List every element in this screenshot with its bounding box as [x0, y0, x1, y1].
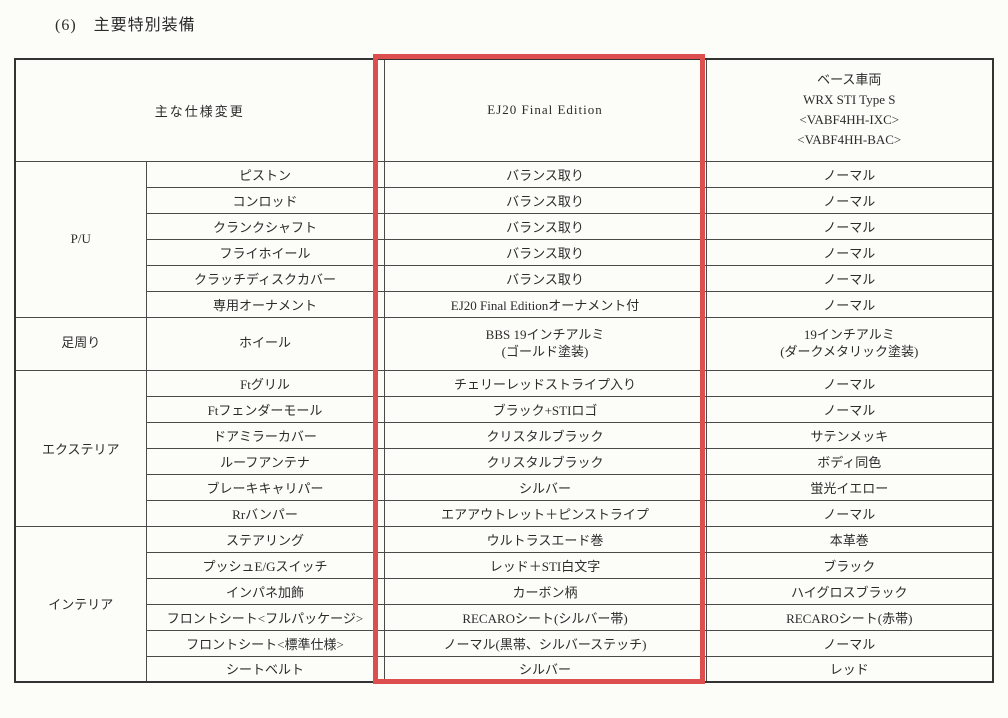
table-row: フライホイール バランス取り ノーマル [15, 238, 994, 266]
table-row: 足周り ホイール BBS 19インチアルミ (ゴールド塗装) 19インチアルミ (ダークメ… [14, 316, 994, 371]
table-row: Rrバンパー エアアウトレット＋ピンストライプ ノーマル [15, 499, 994, 527]
base-cell: 蛍光イエロー [705, 473, 994, 501]
header-row: 主な仕様変更 EJ20 Final Edition ベース車両 WRX STI … [14, 58, 994, 162]
table-row: シートベルト シルバー レッド [15, 655, 994, 683]
edition-cell: クリスタルブラック [383, 421, 707, 449]
base-line-2: WRX STI Type S [803, 92, 896, 108]
table-row: ブレーキキャリパー シルバー 蛍光イエロー [15, 473, 994, 501]
edition-cell: バランス取り [383, 186, 707, 214]
edition-cell: クリスタルブラック [383, 447, 707, 475]
item-cell: シートベルト [145, 655, 385, 683]
item-cell: ステアリング [145, 525, 385, 553]
item-cell: ドアミラーカバー [145, 421, 385, 449]
item-cell: フロントシート<フルパッケージ> [145, 603, 385, 631]
spec-table-header: 主な仕様変更 EJ20 Final Edition ベース車両 WRX STI … [14, 58, 994, 162]
table-row: インパネ加飾 カーボン柄 ハイグロスブラック [15, 577, 994, 605]
header-edition: EJ20 Final Edition [383, 58, 707, 162]
edition-cell: ノーマル(黒帯、シルバーステッチ) [383, 629, 707, 657]
table-row: ドアミラーカバー クリスタルブラック サテンメッキ [15, 421, 994, 449]
table-row: エクステリア Ftグリル チェリーレッドストライプ入り ノーマル [14, 369, 994, 527]
edition-cell: エアアウトレット＋ピンストライプ [383, 499, 707, 527]
base-cell: ノーマル [705, 290, 994, 318]
edition-cell: レッド＋STI白文字 [383, 551, 707, 579]
edition-cell: カーボン柄 [383, 577, 707, 605]
base-cell: レッド [705, 655, 994, 683]
table-row: P/U ピストン バランス取り ノーマル [14, 160, 994, 318]
base-cell: サテンメッキ [705, 421, 994, 449]
table-row: ルーフアンテナ クリスタルブラック ボディ同色 [15, 447, 994, 475]
header-spec-change: 主な仕様変更 [14, 58, 385, 162]
table-row: Ftフェンダーモール ブラック+STIロゴ ノーマル [15, 395, 994, 423]
base-cell: ノーマル [705, 629, 994, 657]
item-cell: ルーフアンテナ [145, 447, 385, 475]
item-cell: プッシュE/Gスイッチ [145, 551, 385, 579]
base-cell: 19インチアルミ (ダークメタリック塗装) [705, 316, 994, 371]
item-cell: クランクシャフト [145, 212, 385, 240]
item-cell: クラッチディスクカバー [145, 264, 385, 292]
item-cell: ホイール [145, 316, 385, 371]
edition-cell: BBS 19インチアルミ (ゴールド塗装) [383, 316, 707, 371]
spec-table-body: P/U ピストン バランス取り ノーマル コンロッド バランス取り ノーマル クランクシャフト… [14, 160, 994, 683]
base-cell: ブラック [705, 551, 994, 579]
item-cell: インパネ加飾 [145, 577, 385, 605]
edition-cell: バランス取り [383, 264, 707, 292]
base-cell: ノーマル [705, 160, 994, 188]
spec-table: 主な仕様変更 EJ20 Final Edition ベース車両 WRX STI … [14, 58, 995, 683]
edition-cell: RECAROシート(シルバー帯) [383, 603, 707, 631]
table-row: コンロッド バランス取り ノーマル [15, 186, 994, 214]
table-row: インテリア ステアリング ウルトラスエード巻 本革巻 [14, 525, 994, 683]
edition-cell: ウルトラスエード巻 [383, 525, 707, 553]
base-cell: ノーマル [705, 238, 994, 266]
category-cell: エクステリア [14, 369, 147, 527]
item-cell: Ftグリル [145, 369, 385, 397]
item-cell: フロントシート<標準仕様> [145, 629, 385, 657]
edition-cell: バランス取り [383, 238, 707, 266]
base-line-1: ベース車両 [817, 71, 882, 87]
base-cell: ノーマル [705, 369, 994, 397]
item-cell: 専用オーナメント [145, 290, 385, 318]
edition-cell: チェリーレッドストライプ入り [383, 369, 707, 397]
item-cell: コンロッド [145, 186, 385, 214]
edition-cell: シルバー [383, 473, 707, 501]
category-cell: 足周り [14, 316, 147, 371]
base-cell: ノーマル [705, 186, 994, 214]
table-row: 専用オーナメント EJ20 Final Editionオーナメント付 ノーマル [15, 290, 994, 318]
base-cell: ボディ同色 [705, 447, 994, 475]
base-line-4: <VABF4HH-BAC> [797, 132, 902, 148]
item-cell: Ftフェンダーモール [145, 395, 385, 423]
item-cell: ブレーキキャリパー [145, 473, 385, 501]
category-cell: P/U [14, 160, 147, 318]
header-base-vehicle: ベース車両 WRX STI Type S <VABF4HH-IXC> <VABF… [705, 58, 994, 162]
edition-cell: ブラック+STIロゴ [383, 395, 707, 423]
item-cell: Rrバンパー [145, 499, 385, 527]
table-row: クラッチディスクカバー バランス取り ノーマル [15, 264, 994, 292]
base-cell: ノーマル [705, 395, 994, 423]
base-cell: ノーマル [705, 212, 994, 240]
item-cell: ピストン [145, 160, 385, 188]
category-cell: インテリア [14, 525, 147, 683]
table-row: クランクシャフト バランス取り ノーマル [15, 212, 994, 240]
edition-cell: シルバー [383, 655, 707, 683]
base-cell: ノーマル [705, 499, 994, 527]
table-row: フロントシート<フルパッケージ> RECAROシート(シルバー帯) RECAROシー… [15, 603, 994, 631]
edition-cell: バランス取り [383, 160, 707, 188]
base-cell: 本革巻 [705, 525, 994, 553]
edition-cell: バランス取り [383, 212, 707, 240]
table-row: フロントシート<標準仕様> ノーマル(黒帯、シルバーステッチ) ノーマル [15, 629, 994, 657]
edition-cell: EJ20 Final Editionオーナメント付 [383, 290, 707, 318]
page-title: (6) 主要特別装備 [55, 17, 196, 34]
table-row: プッシュE/Gスイッチ レッド＋STI白文字 ブラック [15, 551, 994, 579]
base-cell: ノーマル [705, 264, 994, 292]
base-cell: ハイグロスブラック [705, 577, 994, 605]
base-line-3: <VABF4HH-IXC> [799, 112, 900, 128]
item-cell: フライホイール [145, 238, 385, 266]
base-cell: RECAROシート(赤帯) [705, 603, 994, 631]
